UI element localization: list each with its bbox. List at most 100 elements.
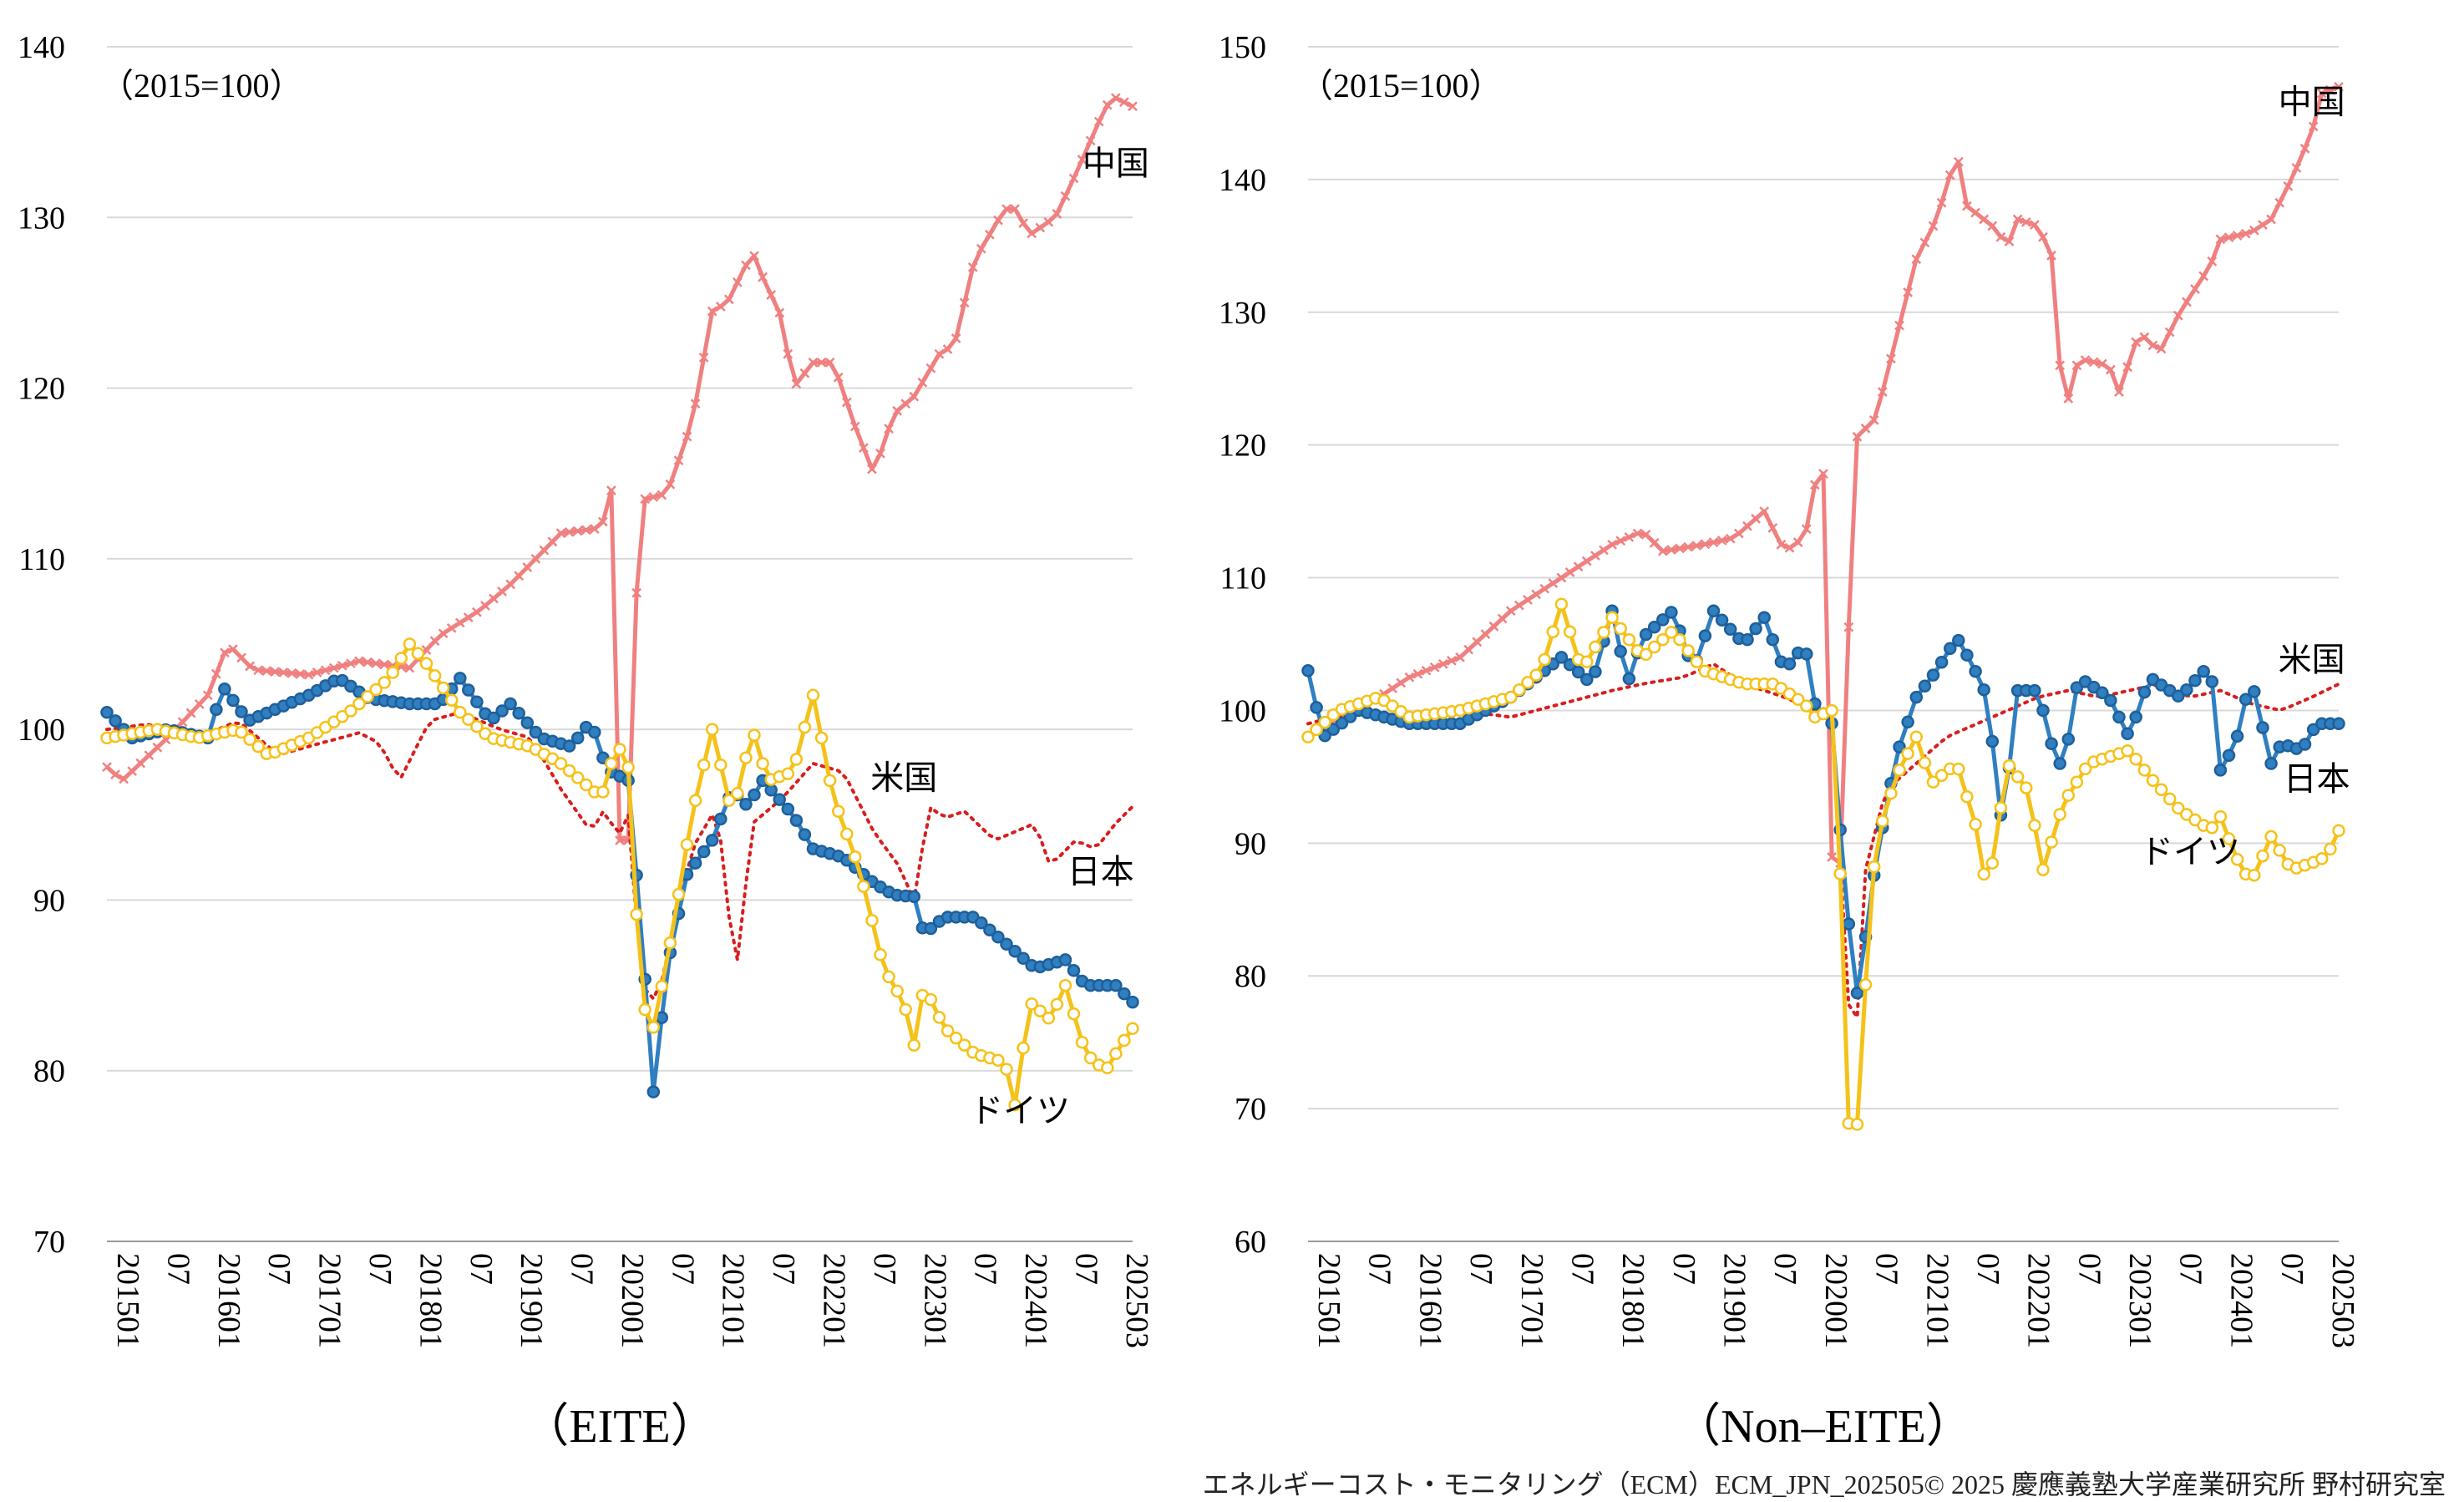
data-point xyxy=(2274,197,2285,208)
y-tick-label: 150 xyxy=(1219,30,1266,65)
data-point xyxy=(1101,1061,1114,1075)
data-point xyxy=(741,260,751,271)
x-tick-label: 202503 xyxy=(1119,1253,1154,1348)
data-point xyxy=(1987,221,1998,231)
data-point xyxy=(2012,214,2023,225)
data-point xyxy=(2004,236,2015,246)
data-point xyxy=(2071,360,2082,371)
data-point xyxy=(1075,1035,1089,1049)
data-point xyxy=(798,720,812,734)
data-point xyxy=(2045,835,2058,849)
data-point xyxy=(1554,597,1569,611)
data-point xyxy=(1725,533,1736,544)
x-tick-label: 07 xyxy=(1068,1253,1103,1285)
data-point xyxy=(756,757,769,770)
data-point xyxy=(236,652,246,663)
data-point xyxy=(1050,997,1064,1012)
data-point xyxy=(993,215,1003,226)
data-point xyxy=(1800,647,1813,661)
data-point xyxy=(419,657,433,671)
y-tick-label: 120 xyxy=(18,372,65,407)
data-point xyxy=(1860,423,1871,434)
data-point xyxy=(909,391,920,402)
data-point xyxy=(1934,769,1949,783)
x-tick-label: 202101 xyxy=(1919,1253,1954,1348)
data-point xyxy=(530,553,541,564)
data-point xyxy=(748,728,761,742)
data-point xyxy=(1926,775,1940,789)
data-point xyxy=(2230,729,2244,743)
data-point xyxy=(705,834,719,847)
data-point xyxy=(907,1038,921,1052)
data-point xyxy=(1548,578,1559,589)
unit-label: （2015=100） xyxy=(1300,67,1503,104)
data-point xyxy=(570,771,585,784)
data-point xyxy=(1858,978,1873,992)
data-point xyxy=(1825,703,1838,718)
data-point xyxy=(1622,632,1636,647)
x-tick-label: 07 xyxy=(1362,1253,1397,1285)
data-point xyxy=(579,778,593,792)
data-point xyxy=(1952,762,1965,776)
data-point xyxy=(480,601,490,611)
data-point xyxy=(808,358,819,368)
data-point xyxy=(2299,143,2310,154)
data-point xyxy=(723,294,734,305)
data-point xyxy=(1969,818,1982,831)
data-point xyxy=(2298,738,2312,751)
data-point xyxy=(959,297,970,308)
data-point xyxy=(764,784,778,797)
data-point xyxy=(547,536,558,547)
data-point xyxy=(648,492,659,502)
data-point xyxy=(2258,220,2268,231)
data-point xyxy=(2139,332,2150,343)
data-point xyxy=(589,524,600,534)
non-eite-chart: 60 70 80 90 100 110 120 130 140 150 201501 07 201601… xyxy=(1219,30,2360,1453)
data-point xyxy=(1455,652,1465,662)
data-point xyxy=(2053,808,2066,821)
data-point xyxy=(2114,387,2124,397)
data-point xyxy=(1310,701,1323,714)
data-point xyxy=(2213,764,2228,777)
data-point xyxy=(690,398,701,409)
data-point xyxy=(1985,856,2000,870)
x-tick-label: 201701 xyxy=(312,1253,347,1348)
data-point xyxy=(2020,216,2031,227)
data-point xyxy=(1977,682,1990,697)
data-point xyxy=(2137,685,2152,699)
series-3 xyxy=(1301,597,2345,1131)
x-tick-label: 07 xyxy=(968,1253,1003,1285)
data-point xyxy=(673,455,684,466)
y-tick-label: 70 xyxy=(1235,1092,1266,1127)
data-point xyxy=(1675,543,1685,554)
data-point xyxy=(177,717,188,728)
x-tick-label: 202503 xyxy=(2325,1253,2360,1348)
data-point xyxy=(1118,987,1131,1001)
data-point xyxy=(394,652,408,665)
data-point xyxy=(1970,207,1980,218)
data-point xyxy=(2061,733,2076,746)
y-tick-label: 130 xyxy=(18,200,65,236)
x-tick-label: 07 xyxy=(1564,1253,1600,1285)
data-point xyxy=(295,668,306,679)
data-point xyxy=(2028,819,2041,832)
data-point xyxy=(707,306,717,317)
data-point xyxy=(1624,532,1635,542)
data-point xyxy=(646,1085,661,1099)
data-point xyxy=(1706,604,1721,618)
data-point xyxy=(697,758,711,772)
data-point xyxy=(1018,218,1029,228)
data-point xyxy=(697,845,711,859)
data-point xyxy=(2308,121,2319,132)
data-point xyxy=(2078,762,2092,776)
data-point xyxy=(1960,789,1974,804)
data-point xyxy=(2070,775,2084,789)
data-point xyxy=(2172,801,2185,815)
data-point xyxy=(2129,752,2142,766)
data-point xyxy=(270,667,281,677)
data-point xyxy=(630,907,643,921)
data-point xyxy=(564,527,575,537)
data-point xyxy=(799,368,810,378)
data-point xyxy=(1480,629,1491,639)
data-point xyxy=(245,661,255,672)
